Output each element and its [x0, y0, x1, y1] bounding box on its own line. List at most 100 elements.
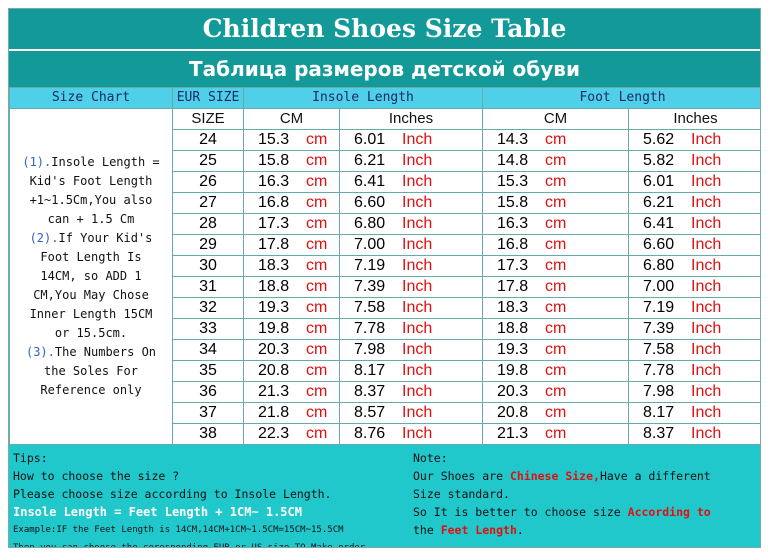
insole-inch-cell: 6.80 Inch — [339, 213, 483, 235]
insole-inches-subheader: Inches — [339, 108, 483, 130]
table-row: 35 20.8 cm 8.17 Inch 19.8 cm 7.78 Inch — [10, 360, 760, 382]
foot-cm-cell: 18.3 cm — [482, 297, 629, 319]
page-title: Children Shoes Size Table — [9, 9, 760, 49]
foot-inch-cell: 7.39 Inch — [628, 318, 760, 340]
foot-cm-cell: 20.8 cm — [482, 402, 629, 424]
insole-inch-cell: 8.57 Inch — [339, 402, 483, 424]
insole-inch-cell: 7.58 Inch — [339, 297, 483, 319]
foot-cm-cell: 20.3 cm — [482, 381, 629, 403]
note-line: Size standard. — [413, 487, 510, 501]
insole-cm-cell: 15.3 cm — [243, 129, 340, 151]
foot-inch-cell: 7.00 Inch — [628, 276, 760, 298]
table-row: 24 15.3 cm 6.01 Inch 14.3 cm 5.62 Inch — [10, 129, 760, 151]
insole-cm-cell: 17.8 cm — [243, 234, 340, 256]
size-subheader: SIZE — [172, 108, 244, 130]
note-heading: Note: — [413, 451, 448, 465]
table-row: 30 18.3 cm 7.19 Inch 17.3 cm 6.80 Inch — [10, 255, 760, 277]
size-chart-notes: (1).Insole Length = Kid's Foot Length +1… — [9, 108, 173, 445]
insole-cm-cell: 16.3 cm — [243, 171, 340, 193]
eur-size-cell: 36 — [172, 381, 244, 403]
foot-cm-cell: 17.3 cm — [482, 255, 629, 277]
note-section: Note: Our Shoes are Chinese Size,Have a … — [413, 449, 753, 539]
foot-cm-cell: 19.8 cm — [482, 360, 629, 382]
insole-inch-cell: 7.19 Inch — [339, 255, 483, 277]
insole-cm-subheader: CM — [243, 108, 340, 130]
foot-inch-cell: 7.19 Inch — [628, 297, 760, 319]
eur-size-cell: 29 — [172, 234, 244, 256]
eur-size-cell: 33 — [172, 318, 244, 340]
insole-inch-cell: 7.98 Inch — [339, 339, 483, 361]
eur-size-cell: 35 — [172, 360, 244, 382]
eur-size-header: EUR SIZE — [172, 87, 244, 109]
eur-size-cell: 24 — [172, 129, 244, 151]
eur-size-cell: 37 — [172, 402, 244, 424]
tips-formula: Insole Length = Feet Length + 1CM~ 1.5CM — [13, 505, 302, 519]
size-table: Size Chart EUR SIZE Insole Length Foot L… — [9, 87, 760, 445]
foot-inch-cell: 6.21 Inch — [628, 192, 760, 214]
tips-line: Please choose size according to Insole L… — [13, 487, 332, 501]
insole-inch-cell: 7.00 Inch — [339, 234, 483, 256]
insole-cm-cell: 21.3 cm — [243, 381, 340, 403]
table-row: 25 15.8 cm 6.21 Inch 14.8 cm 5.82 Inch — [10, 150, 760, 172]
foot-inch-cell: 5.62 Inch — [628, 129, 760, 151]
foot-length-header: Foot Length — [482, 87, 760, 109]
tips-heading: Tips: — [13, 451, 48, 465]
insole-cm-cell: 17.3 cm — [243, 213, 340, 235]
tips-example: Example:IF the Feet Length is 14CM,14CM+… — [13, 525, 344, 535]
foot-cm-cell: 21.3 cm — [482, 423, 629, 445]
foot-inch-cell: 6.01 Inch — [628, 171, 760, 193]
tips-line: How to choose the size ? — [13, 469, 180, 483]
insole-length-header: Insole Length — [243, 87, 483, 109]
foot-cm-cell: 15.8 cm — [482, 192, 629, 214]
table-row: 36 21.3 cm 8.37 Inch 20.3 cm 7.98 Inch — [10, 381, 760, 403]
insole-inch-cell: 8.17 Inch — [339, 360, 483, 382]
insole-inch-cell: 8.76 Inch — [339, 423, 483, 445]
foot-cm-cell: 17.8 cm — [482, 276, 629, 298]
tips-section: Tips: How to choose the size ? Please ch… — [13, 449, 409, 548]
foot-cm-cell: 14.8 cm — [482, 150, 629, 172]
note-line: Our Shoes are Chinese Size,Have a differ… — [413, 469, 711, 483]
insole-cm-cell: 21.8 cm — [243, 402, 340, 424]
insole-cm-cell: 22.3 cm — [243, 423, 340, 445]
table-row: 27 16.8 cm 6.60 Inch 15.8 cm 6.21 Inch — [10, 192, 760, 214]
insole-cm-cell: 20.8 cm — [243, 360, 340, 382]
insole-inch-cell: 6.41 Inch — [339, 171, 483, 193]
tips-instruction: Then you can choose the coresponding EUR… — [13, 543, 371, 548]
eur-size-cell: 30 — [172, 255, 244, 277]
foot-inch-cell: 7.98 Inch — [628, 381, 760, 403]
table-row: 38 22.3 cm 8.76 Inch 21.3 cm 8.37 Inch — [10, 423, 760, 445]
foot-cm-cell: 19.3 cm — [482, 339, 629, 361]
foot-inch-cell: 8.17 Inch — [628, 402, 760, 424]
insole-cm-cell: 18.8 cm — [243, 276, 340, 298]
foot-cm-cell: 18.8 cm — [482, 318, 629, 340]
foot-cm-subheader: CM — [482, 108, 629, 130]
foot-inch-cell: 7.58 Inch — [628, 339, 760, 361]
insole-cm-cell: 20.3 cm — [243, 339, 340, 361]
insole-inch-cell: 6.21 Inch — [339, 150, 483, 172]
foot-cm-cell: 16.8 cm — [482, 234, 629, 256]
table-row: 34 20.3 cm 7.98 Inch 19.3 cm 7.58 Inch — [10, 339, 760, 361]
insole-cm-cell: 19.3 cm — [243, 297, 340, 319]
foot-cm-cell: 16.3 cm — [482, 213, 629, 235]
table-row: 37 21.8 cm 8.57 Inch 20.8 cm 8.17 Inch — [10, 402, 760, 424]
eur-size-cell: 25 — [172, 150, 244, 172]
insole-cm-cell: 16.8 cm — [243, 192, 340, 214]
foot-inch-cell: 6.60 Inch — [628, 234, 760, 256]
foot-cm-cell: 15.3 cm — [482, 171, 629, 193]
note-line: the Feet Length. — [413, 523, 524, 537]
size-table-graphic: Children Shoes Size Table Таблица размер… — [8, 8, 761, 548]
insole-cm-cell: 19.8 cm — [243, 318, 340, 340]
foot-inch-cell: 6.41 Inch — [628, 213, 760, 235]
eur-size-cell: 32 — [172, 297, 244, 319]
insole-inch-cell: 6.01 Inch — [339, 129, 483, 151]
eur-size-cell: 38 — [172, 423, 244, 445]
foot-inch-cell: 6.80 Inch — [628, 255, 760, 277]
size-chart-header: Size Chart — [9, 87, 173, 109]
foot-cm-cell: 14.3 cm — [482, 129, 629, 151]
table-row: 29 17.8 cm 7.00 Inch 16.8 cm 6.60 Inch — [10, 234, 760, 256]
eur-size-cell: 28 — [172, 213, 244, 235]
eur-size-cell: 34 — [172, 339, 244, 361]
insole-inch-cell: 6.60 Inch — [339, 192, 483, 214]
foot-inch-cell: 5.82 Inch — [628, 150, 760, 172]
insole-cm-cell: 15.8 cm — [243, 150, 340, 172]
